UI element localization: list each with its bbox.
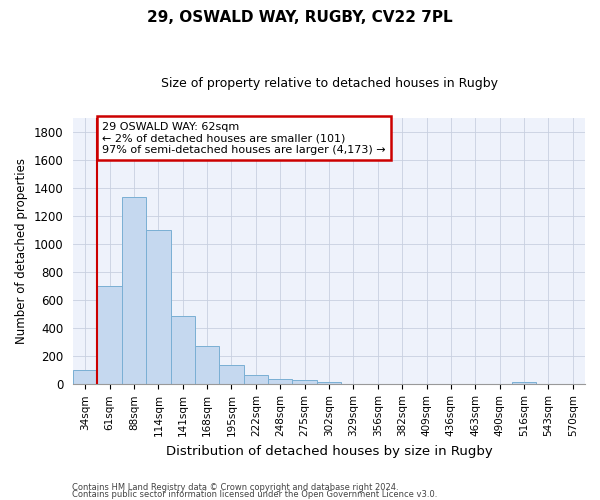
Text: 29 OSWALD WAY: 62sqm
← 2% of detached houses are smaller (101)
97% of semi-detac: 29 OSWALD WAY: 62sqm ← 2% of detached ho… [102,122,386,155]
X-axis label: Distribution of detached houses by size in Rugby: Distribution of detached houses by size … [166,444,493,458]
Text: Contains HM Land Registry data © Crown copyright and database right 2024.: Contains HM Land Registry data © Crown c… [72,484,398,492]
Bar [97,286,122,384]
Bar [195,346,220,385]
Bar [122,196,146,384]
Text: Contains public sector information licensed under the Open Government Licence v3: Contains public sector information licen… [72,490,437,499]
Title: Size of property relative to detached houses in Rugby: Size of property relative to detached ho… [161,78,497,90]
Y-axis label: Number of detached properties: Number of detached properties [15,158,28,344]
Bar [73,370,97,384]
Bar [170,316,195,384]
Bar [292,380,317,384]
Text: 29, OSWALD WAY, RUGBY, CV22 7PL: 29, OSWALD WAY, RUGBY, CV22 7PL [147,10,453,25]
Bar [220,364,244,384]
Bar [317,382,341,384]
Bar [244,374,268,384]
Bar [268,380,292,384]
Bar [146,230,170,384]
Bar [512,382,536,384]
